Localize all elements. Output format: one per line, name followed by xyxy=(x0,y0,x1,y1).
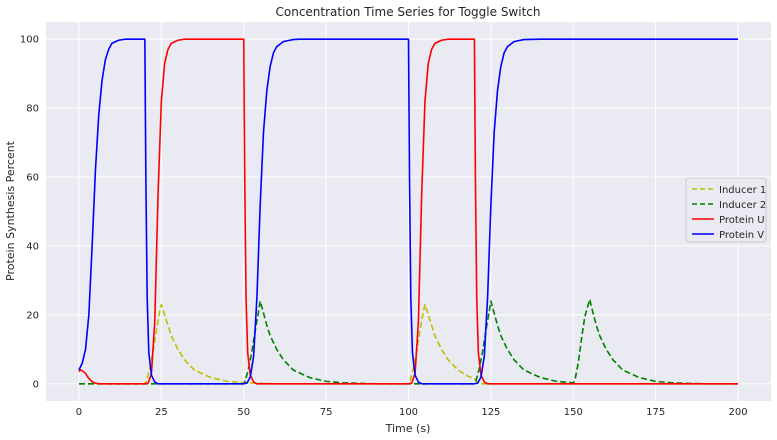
x-tick-label: 0 xyxy=(76,407,82,418)
legend-label-protein-v: Protein V xyxy=(719,230,764,241)
y-tick-label: 40 xyxy=(26,241,39,252)
chart-title: Concentration Time Series for Toggle Swi… xyxy=(276,5,541,19)
y-axis-label: Protein Synthesis Percent xyxy=(4,140,17,281)
legend-label-inducer-1: Inducer 1 xyxy=(719,185,766,196)
x-tick-label: 150 xyxy=(564,407,583,418)
y-tick-label: 100 xyxy=(20,35,39,46)
x-tick-label: 25 xyxy=(155,407,168,418)
legend-label-inducer-2: Inducer 2 xyxy=(719,200,766,211)
y-tick-label: 80 xyxy=(26,104,39,115)
y-tick-label: 0 xyxy=(33,379,39,390)
x-tick-label: 175 xyxy=(646,407,665,418)
x-tick-label: 75 xyxy=(320,407,333,418)
series-line-protein-v xyxy=(78,38,739,385)
x-tick-label: 200 xyxy=(728,407,747,418)
series-line-protein-u xyxy=(78,38,739,385)
legend: Inducer 1 Inducer 2 Protein U Protein V xyxy=(685,177,767,243)
x-tick-label: 50 xyxy=(237,407,250,418)
legend-box xyxy=(685,177,767,243)
legend-label-protein-u: Protein U xyxy=(719,215,765,226)
y-tick-label: 20 xyxy=(26,310,39,321)
y-tick-labels: 0 20 40 60 80 100 xyxy=(20,35,39,391)
x-axis-label: Time (s) xyxy=(385,422,431,435)
x-tick-label: 125 xyxy=(481,407,500,418)
y-tick-label: 60 xyxy=(26,173,39,184)
x-tick-labels: 0 25 50 75 100 125 150 175 200 xyxy=(76,407,748,418)
series-group xyxy=(78,38,739,385)
series-line-inducer-1 xyxy=(78,303,739,385)
x-tick-label: 100 xyxy=(399,407,418,418)
